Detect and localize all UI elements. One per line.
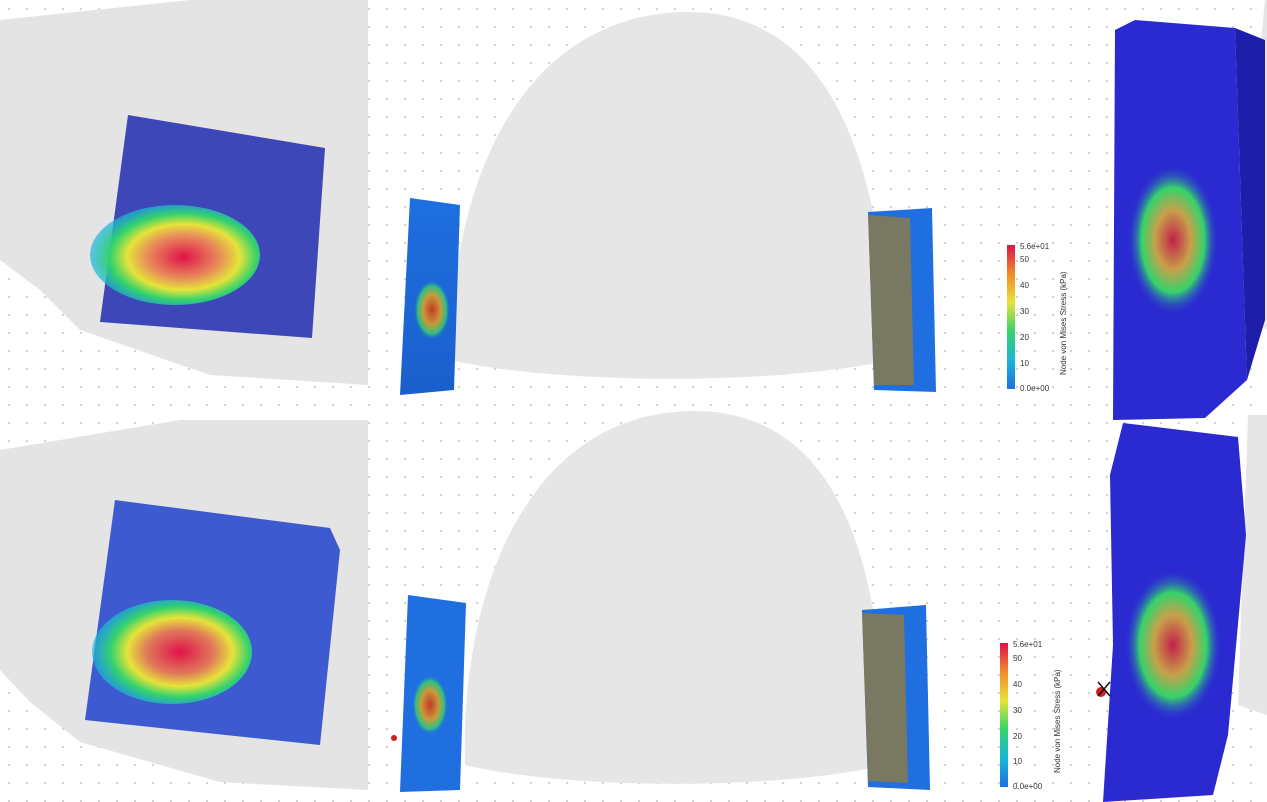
top-center-front-view: 5.6e+01 50 40 30 20 10 0.0e+00 Node von …	[380, 0, 1080, 400]
right-pad-hotspot	[868, 215, 914, 385]
colorbar-tick: 10	[1020, 359, 1029, 368]
colorbar-min-label: 0.0e+00	[1013, 782, 1043, 791]
colorbar-tick: 30	[1013, 706, 1022, 715]
pad-side-hotspot	[1128, 165, 1218, 315]
colorbar-tick: 50	[1020, 255, 1029, 264]
marker-icon	[391, 735, 397, 741]
pad-side-hotspot	[1125, 570, 1221, 720]
head-dome	[464, 410, 885, 784]
bottom-left-closeup-view	[0, 420, 368, 802]
colorbar-tick: 50	[1013, 654, 1022, 663]
stress-hotspot	[90, 205, 260, 305]
colorbar-bottom: 5.6e+01 50 40 30 20 10 0.0e+00 Node von …	[1000, 640, 1062, 791]
colorbar-tick: 40	[1013, 680, 1022, 689]
colorbar-gradient	[1000, 643, 1008, 787]
top-right-render	[1113, 0, 1267, 420]
pad-side-shadow	[1235, 28, 1265, 380]
head-edge	[1238, 415, 1267, 715]
colorbar-tick: 20	[1020, 333, 1029, 342]
top-center-render: 5.6e+01 50 40 30 20 10 0.0e+00 Node von …	[400, 11, 1068, 395]
colorbar-top: 5.6e+01 50 40 30 20 10 0.0e+00 Node von …	[1007, 242, 1068, 393]
colorbar-gradient	[1007, 245, 1015, 389]
bottom-center-front-view: 5.6e+01 50 40 30 20 10 0.0e+00 Node von …	[380, 405, 1080, 802]
colorbar-title: Node von Mises Stress (kPa)	[1053, 669, 1062, 773]
colorbar-title: Node von Mises Stress (kPa)	[1059, 271, 1068, 375]
axis-glyph-icon	[1097, 681, 1111, 697]
left-pad-hotspot	[414, 280, 450, 340]
colorbar-max-label: 5.6e+01	[1013, 640, 1043, 649]
right-pad-hotspot	[862, 613, 908, 783]
bottom-left-render	[0, 420, 368, 790]
bottom-right-render	[1096, 415, 1267, 802]
top-left-closeup-view	[0, 0, 368, 390]
colorbar-min-label: 0.0e+00	[1020, 384, 1050, 393]
bottom-right-side-view	[1088, 415, 1267, 802]
head-dome	[450, 11, 890, 379]
stress-hotspot	[92, 600, 252, 704]
left-pad-hotspot	[412, 675, 448, 735]
colorbar-max-label: 5.6e+01	[1020, 242, 1050, 251]
top-right-side-view	[1105, 0, 1267, 420]
top-left-render	[0, 0, 368, 385]
colorbar-tick: 20	[1013, 732, 1022, 741]
colorbar-tick: 10	[1013, 757, 1022, 766]
colorbar-tick: 30	[1020, 307, 1029, 316]
bottom-center-render: 5.6e+01 50 40 30 20 10 0.0e+00 Node von …	[391, 410, 1062, 792]
colorbar-tick: 40	[1020, 281, 1029, 290]
